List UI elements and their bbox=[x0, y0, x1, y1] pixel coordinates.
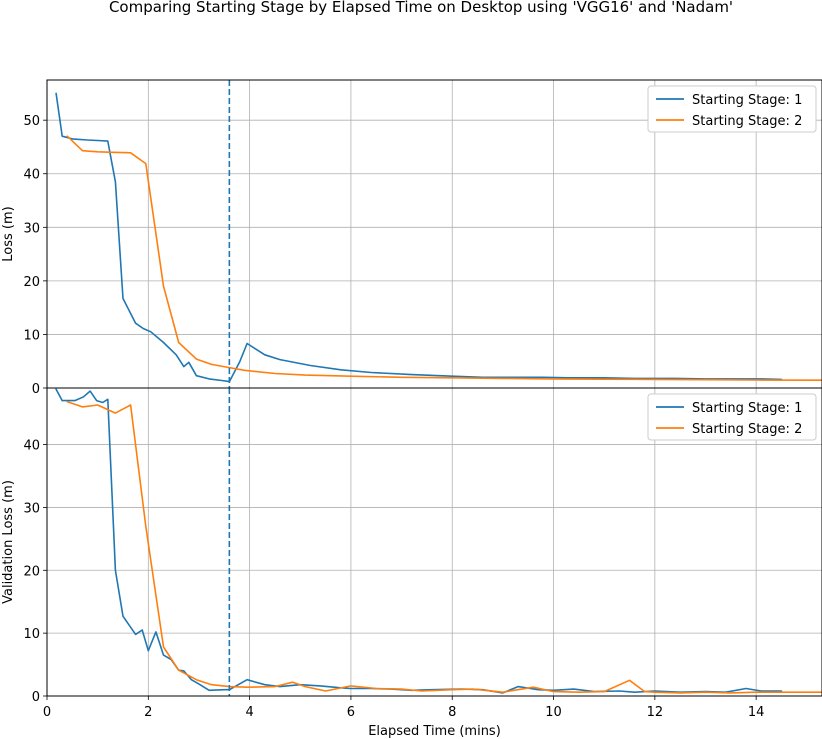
legend-label-stage-1: Starting Stage: 1 bbox=[692, 93, 802, 108]
series-line-stage-1 bbox=[55, 92, 783, 383]
y-tick-label: 20 bbox=[23, 275, 40, 290]
legend-label-stage-2: Starting Stage: 2 bbox=[692, 114, 802, 129]
y-tick-label: 0 bbox=[32, 690, 40, 705]
x-axis-label: Elapsed Time (mins) bbox=[368, 724, 501, 739]
y-axis-label: Loss (m) bbox=[1, 206, 16, 261]
y-tick-label: 20 bbox=[23, 564, 40, 579]
legend: Starting Stage: 1 Starting Stage: 2 bbox=[647, 393, 817, 441]
series-group bbox=[55, 92, 822, 383]
series-line-stage-2 bbox=[66, 400, 822, 694]
figure-title: Comparing Starting Stage by Elapsed Time… bbox=[109, 0, 733, 16]
y-tick-label: 10 bbox=[23, 328, 40, 343]
series-line-stage-1 bbox=[55, 388, 783, 694]
validation-loss-panel: 0 10 20 30 40 0 2 4 6 8 10 12 14 Validation Loss (m) E… bbox=[1, 387, 822, 739]
x-tick-label: 6 bbox=[347, 705, 355, 720]
legend-label-stage-2: Starting Stage: 2 bbox=[692, 422, 802, 437]
y-tick-label: 50 bbox=[23, 114, 40, 129]
y-tick-label: 0 bbox=[32, 382, 40, 397]
y-tick-label: 40 bbox=[23, 439, 40, 454]
x-tick-label: 12 bbox=[647, 705, 664, 720]
series-line-stage-2 bbox=[66, 135, 822, 382]
y-axis-label: Validation Loss (m) bbox=[1, 480, 16, 604]
legend: Starting Stage: 1 Starting Stage: 2 bbox=[647, 85, 817, 133]
y-tick-label: 30 bbox=[23, 221, 40, 236]
x-tick-label: 0 bbox=[43, 705, 51, 720]
y-tick-label: 30 bbox=[23, 501, 40, 516]
x-tick-label: 10 bbox=[545, 705, 562, 720]
x-tick-label: 4 bbox=[245, 705, 253, 720]
x-tick-label: 14 bbox=[748, 705, 765, 720]
x-tick-label: 2 bbox=[144, 705, 152, 720]
legend-label-stage-1: Starting Stage: 1 bbox=[692, 401, 802, 416]
legend-box bbox=[647, 85, 817, 133]
plot-frame bbox=[46, 387, 822, 697]
series-group bbox=[55, 388, 822, 694]
y-tick-label: 10 bbox=[23, 627, 40, 642]
x-tick-label: 8 bbox=[448, 705, 456, 720]
legend-box bbox=[647, 393, 817, 441]
y-tick-label: 40 bbox=[23, 168, 40, 183]
